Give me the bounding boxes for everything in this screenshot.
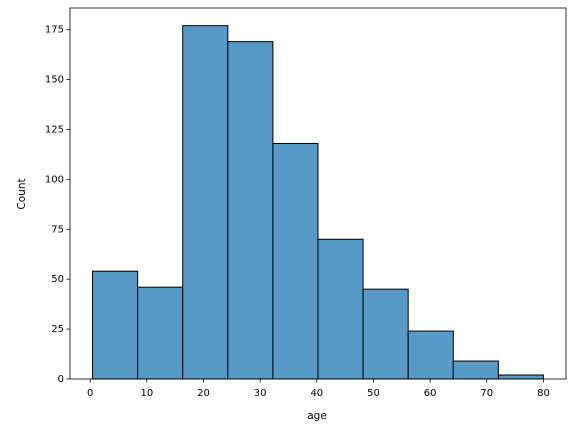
x-tick-label: 80: [537, 388, 550, 399]
y-axis-label: Count: [16, 178, 28, 209]
x-tick-label: 10: [140, 388, 153, 399]
y-tick-label: 175: [45, 25, 64, 36]
x-tick-label: 60: [424, 388, 437, 399]
bar: [137, 286, 184, 380]
bar: [497, 374, 544, 380]
x-tick-label: 40: [310, 388, 323, 399]
x-tick-label: 70: [480, 388, 493, 399]
y-tick-label: 150: [45, 75, 64, 86]
bar: [272, 142, 319, 380]
bar: [362, 288, 409, 380]
x-tick-label: 50: [367, 388, 380, 399]
bar: [182, 25, 229, 380]
x-tick-label: 20: [197, 388, 210, 399]
x-axis-label: age: [307, 410, 327, 422]
plot-frame: [69, 7, 567, 380]
y-tick-label: 125: [45, 124, 64, 135]
bar: [317, 238, 364, 380]
bar: [92, 270, 139, 380]
y-tick-label: 50: [51, 274, 64, 285]
y-tick-label: 75: [51, 224, 64, 235]
bar: [452, 360, 499, 380]
y-tick-label: 25: [51, 324, 64, 335]
y-tick-label: 0: [58, 374, 64, 385]
x-tick-label: 30: [254, 388, 267, 399]
bar: [407, 330, 454, 380]
x-tick-label: 0: [87, 388, 93, 399]
y-tick-label: 100: [45, 174, 64, 185]
bar: [227, 41, 274, 380]
